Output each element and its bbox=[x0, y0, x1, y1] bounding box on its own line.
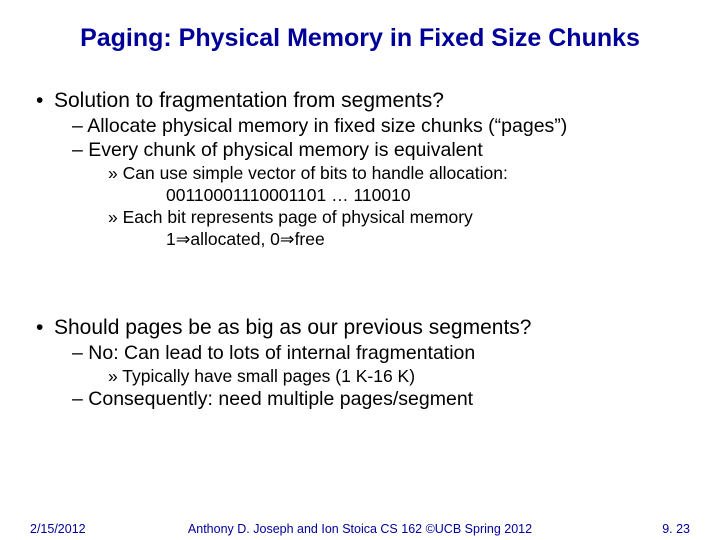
bullet-level2: – No: Can lead to lots of internal fragm… bbox=[72, 342, 690, 365]
l1-text: Should pages be as big as our previous s… bbox=[54, 316, 531, 339]
slide-body: •Solution to fragmentation from segments… bbox=[0, 61, 720, 411]
l3-text: Each bit represents page of physical mem… bbox=[123, 207, 473, 227]
spacer bbox=[36, 250, 690, 312]
bullet-dot-icon: • bbox=[36, 89, 54, 113]
bullet-level2: – Every chunk of physical memory is equi… bbox=[72, 139, 690, 162]
footer-page-number: 9. 23 bbox=[662, 522, 690, 536]
footer-attribution: Anthony D. Joseph and Ion Stoica CS 162 … bbox=[0, 522, 720, 536]
l1-text: Solution to fragmentation from segments? bbox=[54, 89, 444, 112]
slide-title: Paging: Physical Memory in Fixed Size Ch… bbox=[0, 0, 720, 61]
slide: Paging: Physical Memory in Fixed Size Ch… bbox=[0, 0, 720, 540]
bullet-level3: » Typically have small pages (1 K-16 K) bbox=[108, 366, 690, 387]
l2-text: No: Can lead to lots of internal fragmen… bbox=[88, 342, 475, 364]
bullet-level3: » Each bit represents page of physical m… bbox=[108, 207, 690, 228]
l3-text: Typically have small pages (1 K-16 K) bbox=[122, 366, 415, 386]
l2-text: Every chunk of physical memory is equiva… bbox=[88, 139, 483, 161]
l2-text: Allocate physical memory in fixed size c… bbox=[87, 115, 567, 137]
bullet-level1: •Solution to fragmentation from segments… bbox=[36, 89, 690, 113]
bullet-level2: – Allocate physical memory in fixed size… bbox=[72, 115, 690, 138]
bullet-level1: •Should pages be as big as our previous … bbox=[36, 316, 690, 340]
bullet-level2: – Consequently: need multiple pages/segm… bbox=[72, 388, 690, 411]
l3-text: Can use simple vector of bits to handle … bbox=[123, 163, 508, 183]
l2-text: Consequently: need multiple pages/segmen… bbox=[88, 388, 473, 410]
bullet-level3-cont: 00110001110001101 … 110010 bbox=[166, 185, 690, 206]
bullet-dot-icon: • bbox=[36, 316, 54, 340]
bullet-level3: » Can use simple vector of bits to handl… bbox=[108, 163, 690, 184]
bullet-level3-cont: 1⇒allocated, 0⇒free bbox=[166, 229, 690, 250]
